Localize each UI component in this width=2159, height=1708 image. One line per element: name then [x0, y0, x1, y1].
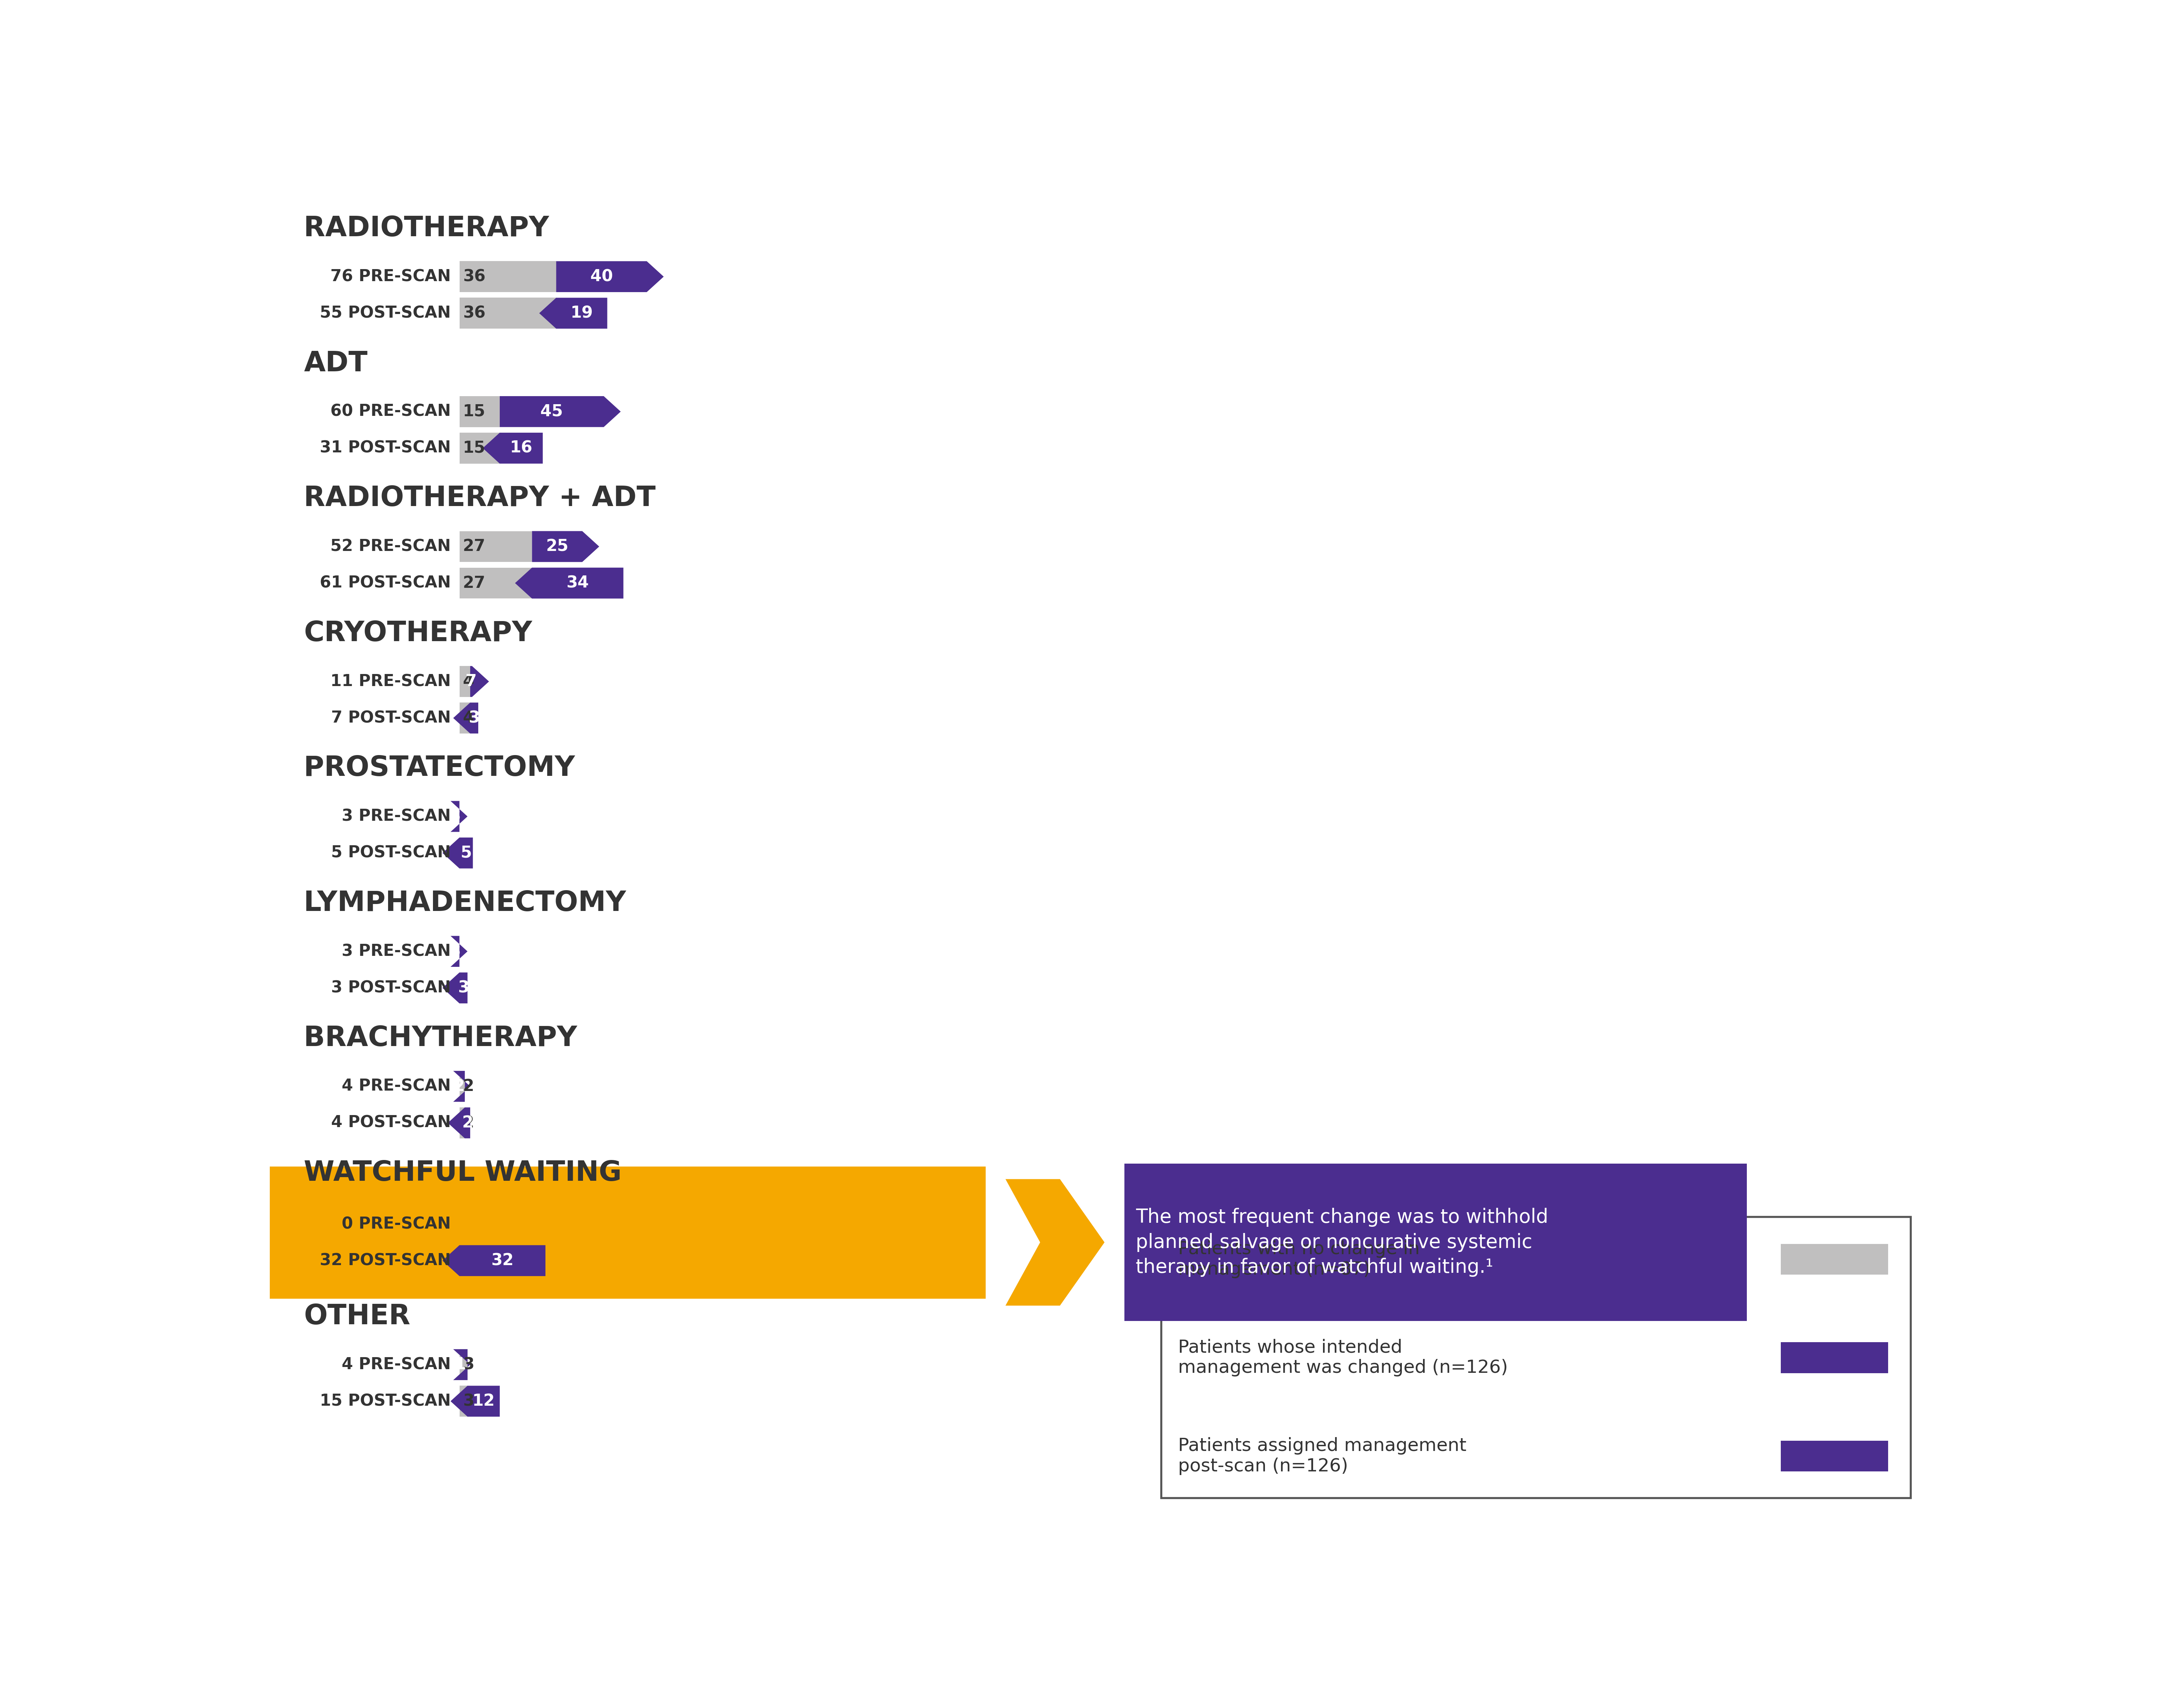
Bar: [1125, 1163, 1747, 1320]
Text: 3 POST-SCAN: 3 POST-SCAN: [330, 980, 451, 996]
Bar: [1781, 1440, 1889, 1472]
Text: Patients with no change in
management (n=87): Patients with no change in management (n…: [1179, 1240, 1421, 1278]
Text: 4 PRE-SCAN: 4 PRE-SCAN: [341, 1356, 451, 1373]
Text: 52 PRE-SCAN: 52 PRE-SCAN: [330, 538, 451, 555]
Text: 31 POST-SCAN: 31 POST-SCAN: [320, 441, 451, 456]
Text: 36: 36: [462, 268, 486, 285]
Polygon shape: [540, 297, 607, 328]
Text: 4: 4: [462, 711, 475, 726]
Bar: [460, 702, 471, 733]
Text: 40: 40: [589, 268, 613, 285]
Text: 3 PRE-SCAN: 3 PRE-SCAN: [341, 943, 451, 960]
Text: 4: 4: [462, 673, 475, 690]
Text: BRACHYTHERAPY: BRACHYTHERAPY: [304, 1025, 576, 1052]
Text: 32 POST-SCAN: 32 POST-SCAN: [320, 1252, 451, 1269]
Bar: [460, 297, 557, 328]
Text: RADIOTHERAPY + ADT: RADIOTHERAPY + ADT: [304, 485, 656, 512]
Text: 4 POST-SCAN: 4 POST-SCAN: [330, 1115, 451, 1131]
Text: 7 POST-SCAN: 7 POST-SCAN: [330, 711, 451, 726]
Polygon shape: [557, 261, 663, 292]
Polygon shape: [443, 837, 473, 868]
Bar: [460, 1385, 469, 1416]
Text: 3: 3: [462, 1356, 475, 1373]
Text: CRYOTHERAPY: CRYOTHERAPY: [304, 620, 533, 647]
Text: 15: 15: [462, 441, 486, 456]
Text: 2: 2: [462, 1115, 473, 1131]
Bar: [1781, 1243, 1889, 1274]
Text: 11 PRE-SCAN: 11 PRE-SCAN: [330, 673, 451, 690]
Text: 3: 3: [458, 980, 469, 996]
Bar: [1162, 1218, 1911, 1498]
Polygon shape: [471, 666, 488, 697]
Text: 3: 3: [462, 1394, 475, 1409]
Text: 16: 16: [510, 441, 533, 456]
Bar: [460, 1071, 464, 1102]
Text: 27: 27: [462, 538, 486, 555]
Bar: [460, 396, 499, 427]
Polygon shape: [1006, 1179, 1105, 1305]
Text: 4 PRE-SCAN: 4 PRE-SCAN: [341, 1078, 451, 1095]
Bar: [460, 1349, 469, 1380]
Text: 7: 7: [466, 673, 477, 690]
Bar: [460, 432, 499, 463]
Text: Patients whose intended
management was changed (n=126): Patients whose intended management was c…: [1179, 1339, 1507, 1377]
Text: 3 PRE-SCAN: 3 PRE-SCAN: [341, 808, 451, 825]
Text: 19: 19: [570, 306, 594, 321]
Polygon shape: [531, 531, 600, 562]
Text: 2: 2: [462, 1078, 475, 1095]
Text: 2: 2: [462, 1115, 475, 1131]
Polygon shape: [443, 972, 469, 1003]
Text: WATCHFUL WAITING: WATCHFUL WAITING: [304, 1160, 622, 1187]
Polygon shape: [453, 702, 479, 733]
Text: 2: 2: [453, 1078, 464, 1095]
Text: 12: 12: [473, 1394, 494, 1409]
Bar: [460, 261, 557, 292]
Text: The most frequent change was to withhold
planned salvage or noncurative systemic: The most frequent change was to withhold…: [1136, 1208, 1548, 1278]
Polygon shape: [499, 396, 620, 427]
Text: 60 PRE-SCAN: 60 PRE-SCAN: [330, 403, 451, 420]
Bar: [460, 567, 531, 598]
Text: 61 POST-SCAN: 61 POST-SCAN: [320, 576, 451, 591]
Polygon shape: [453, 1071, 471, 1102]
Polygon shape: [451, 1385, 499, 1416]
Polygon shape: [451, 801, 469, 832]
Text: 1: 1: [456, 1356, 466, 1373]
Text: RADIOTHERAPY: RADIOTHERAPY: [304, 215, 548, 243]
Polygon shape: [484, 432, 542, 463]
Text: 3: 3: [469, 711, 479, 726]
Text: 3: 3: [449, 943, 460, 960]
Bar: [460, 1107, 464, 1138]
Text: 45: 45: [540, 403, 563, 420]
Polygon shape: [443, 1245, 546, 1276]
Text: 34: 34: [566, 576, 589, 591]
Text: Patients assigned management
post-scan (n=126): Patients assigned management post-scan (…: [1179, 1436, 1466, 1476]
Text: ADT: ADT: [304, 350, 367, 377]
Text: 25: 25: [546, 538, 568, 555]
Text: 76 PRE-SCAN: 76 PRE-SCAN: [330, 268, 451, 285]
Text: 0 PRE-SCAN: 0 PRE-SCAN: [341, 1216, 451, 1231]
Polygon shape: [447, 1107, 471, 1138]
Bar: [1781, 1342, 1889, 1373]
Text: 15 POST-SCAN: 15 POST-SCAN: [320, 1394, 451, 1409]
Text: 27: 27: [462, 576, 486, 591]
Text: LYMPHADENECTOMY: LYMPHADENECTOMY: [304, 890, 626, 917]
Bar: [460, 666, 471, 697]
Text: 5: 5: [460, 845, 473, 861]
Polygon shape: [516, 567, 624, 598]
Text: PROSTATECTOMY: PROSTATECTOMY: [304, 755, 574, 782]
Text: 32: 32: [490, 1252, 514, 1269]
Polygon shape: [453, 1349, 471, 1380]
Bar: [460, 531, 531, 562]
Polygon shape: [451, 936, 469, 967]
Text: 36: 36: [462, 306, 486, 321]
Text: 3: 3: [449, 808, 460, 825]
Text: 15: 15: [462, 403, 486, 420]
Text: OTHER: OTHER: [304, 1303, 410, 1331]
Text: 55 POST-SCAN: 55 POST-SCAN: [320, 306, 451, 321]
Bar: [270, 1167, 987, 1298]
Text: 5 POST-SCAN: 5 POST-SCAN: [330, 845, 451, 861]
